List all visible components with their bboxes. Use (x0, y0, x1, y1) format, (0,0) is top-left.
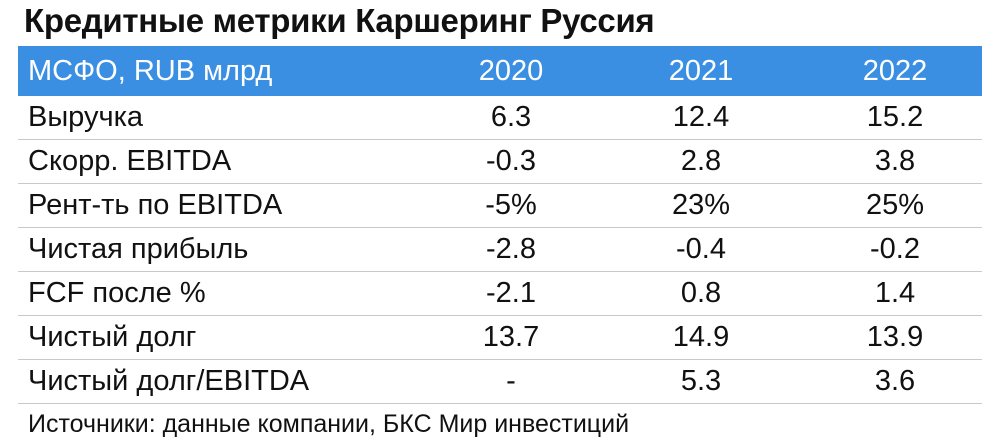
cell: 14.9 (672, 321, 730, 353)
title: Кредитные метрики Каршеринг Руссия (24, 2, 655, 39)
header-row: МСФО, RUB млрд 2020 2021 2022 (18, 46, 982, 96)
table-row: Рент-ть по EBITDA -5% 23% 25% (18, 184, 982, 228)
cell: -2.8 (486, 233, 536, 265)
table-row: Выручка 6.3 12.4 15.2 (18, 96, 982, 140)
cell: Выручка (28, 101, 144, 133)
cell: 3.8 (874, 145, 916, 177)
cell: 2.8 (680, 145, 722, 177)
source: Источники: данные компании, БКС Мир инве… (28, 410, 630, 438)
cell: - (506, 365, 516, 397)
cell: МСФО, RUB млрд (28, 54, 273, 87)
cell: 2021 (668, 54, 734, 87)
cell: 5.3 (680, 365, 722, 397)
cell: 1.4 (874, 277, 916, 309)
table-row: Чистая прибыль -2.8 -0.4 -0.2 (18, 228, 982, 272)
cell: Скорр. EBITDA (28, 145, 232, 177)
cell: -0.4 (676, 233, 726, 265)
cell: 15.2 (866, 101, 924, 133)
cell: 13.7 (482, 321, 540, 353)
table-row: Скорр. EBITDA -0.3 2.8 3.8 (18, 140, 982, 184)
cell: 23% (671, 189, 731, 221)
cell: FCF после % (28, 277, 206, 309)
table-row: FCF после % -2.1 0.8 1.4 (18, 272, 982, 316)
cell: 12.4 (672, 101, 730, 133)
cell: 3.6 (874, 365, 916, 397)
cell: 13.9 (866, 321, 924, 353)
cell: 6.3 (490, 101, 532, 133)
cell: -2.1 (486, 277, 536, 309)
cell: -5% (485, 189, 537, 221)
cell: Чистая прибыль (28, 233, 249, 265)
cell: 0.8 (680, 277, 722, 309)
cell: Рент-ть по EBITDA (28, 189, 283, 221)
table-row: Чистый долг 13.7 14.9 13.9 (18, 316, 982, 360)
cell: Чистый долг (28, 321, 197, 353)
cell: 2020 (478, 54, 544, 87)
table-row: Чистый долг/EBITDA - 5.3 3.6 (18, 360, 982, 404)
cell: -0.2 (870, 233, 920, 265)
cell: 2022 (862, 54, 928, 87)
cell: -0.3 (486, 145, 536, 177)
cell: Чистый долг/EBITDA (28, 365, 310, 397)
cell: 25% (865, 189, 925, 221)
